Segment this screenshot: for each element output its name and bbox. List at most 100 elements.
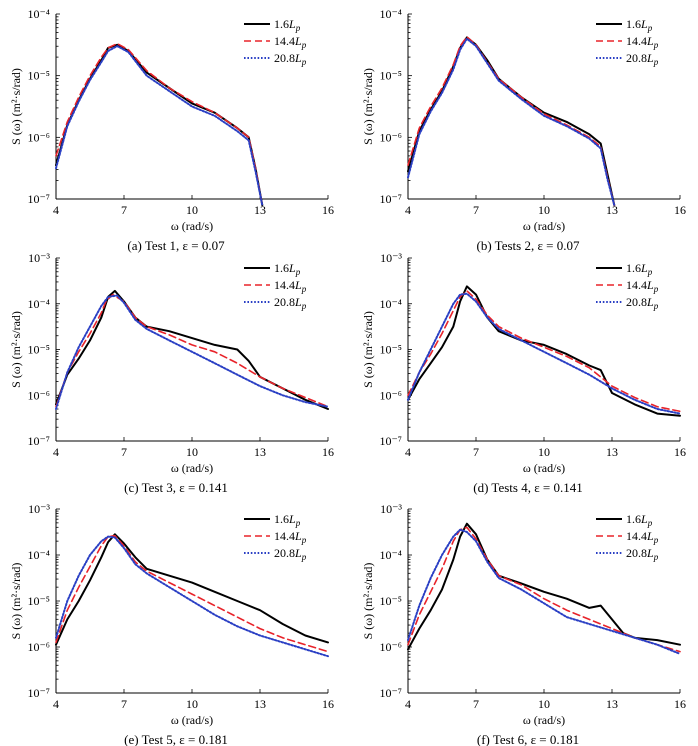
y-tick-label: 10⁻⁷ [27, 686, 50, 700]
y-tick-label: 10⁻⁶ [27, 130, 50, 144]
y-tick-label: 10⁻³ [380, 251, 402, 265]
y-axis-label: S (ω) (m²·s/rad) [9, 311, 23, 388]
series-line-20_8Lp [407, 37, 616, 207]
x-tick-label: 7 [121, 697, 127, 711]
y-tick-label: 10⁻⁷ [379, 434, 402, 448]
x-tick-label: 7 [473, 445, 479, 459]
chart-panel: 4 7 10 13 16 10⁻⁷ 10⁻⁶ 10⁻⁵ 10⁻⁴ 10⁻³ S (ω) (m²·s/… [9, 502, 334, 746]
x-tick-label: 16 [322, 697, 334, 711]
legend-label: 20.8Lp [626, 546, 659, 562]
x-axis-label: ω (rad/s) [523, 461, 565, 475]
y-tick-label: 10⁻⁴ [27, 297, 50, 311]
series-line-20_8Lp [407, 528, 681, 655]
legend-label: 20.8Lp [626, 295, 659, 311]
y-tick-label: 10⁻⁵ [27, 343, 50, 357]
chart-caption: (b) Tests 2, ε = 0.07 [477, 238, 580, 253]
legend-label: 1.6Lp [626, 17, 653, 33]
x-tick-label: 10 [538, 445, 550, 459]
chart-caption: (e) Test 5, ε = 0.181 [124, 732, 228, 746]
x-tick-label: 7 [121, 203, 127, 217]
y-tick-label: 10⁻⁶ [379, 388, 402, 402]
x-tick-label: 16 [322, 445, 334, 459]
x-axis-label: ω (rad/s) [171, 461, 213, 475]
x-tick-label: 13 [606, 697, 618, 711]
y-axis-label: S (ω) (m²·s/rad) [9, 68, 23, 145]
legend-label: 1.6Lp [274, 17, 301, 33]
x-tick-label: 16 [674, 445, 686, 459]
y-tick-label: 10⁻⁶ [379, 130, 402, 144]
chart-panel: 4 7 10 13 16 10⁻⁷ 10⁻⁶ 10⁻⁵ 10⁻⁴ S (ω) (m²·s/rad)… [9, 7, 334, 253]
y-axis-label: S (ω) (m²·s/rad) [9, 563, 23, 640]
y-tick-label: 10⁻³ [28, 251, 50, 265]
y-tick-label: 10⁻⁷ [27, 192, 50, 206]
x-tick-label: 13 [254, 203, 266, 217]
y-tick-label: 10⁻⁵ [27, 594, 50, 608]
legend-label: 20.8Lp [274, 295, 307, 311]
x-tick-label: 7 [121, 445, 127, 459]
x-tick-label: 4 [53, 697, 59, 711]
legend-label: 14.4Lp [626, 34, 659, 50]
x-tick-label: 10 [186, 445, 198, 459]
x-tick-label: 7 [473, 203, 479, 217]
x-tick-label: 4 [405, 697, 411, 711]
y-tick-label: 10⁻⁵ [27, 69, 50, 83]
series-line-20_8Lp [55, 45, 264, 207]
y-tick-label: 10⁻³ [380, 502, 402, 516]
chart-panel: 4 7 10 13 16 10⁻⁷ 10⁻⁶ 10⁻⁵ 10⁻⁴ S (ω) (m²·s/rad)… [361, 7, 686, 253]
x-axis-label: ω (rad/s) [523, 219, 565, 233]
y-tick-label: 10⁻⁴ [379, 548, 402, 562]
chart-caption: (a) Test 1, ε = 0.07 [127, 238, 225, 253]
series-line-1_6Lp [407, 36, 616, 207]
y-tick-label: 10⁻⁶ [27, 388, 50, 402]
y-tick-label: 10⁻⁴ [379, 7, 402, 21]
y-axis-label: S (ω) (m²·s/rad) [361, 68, 375, 145]
legend-label: 14.4Lp [274, 529, 307, 545]
x-tick-label: 7 [473, 697, 479, 711]
x-tick-label: 10 [186, 697, 198, 711]
chart-panel: 4 7 10 13 16 10⁻⁷ 10⁻⁶ 10⁻⁵ 10⁻⁴ 10⁻³ S (ω) (m²·s/… [361, 502, 686, 746]
y-tick-label: 10⁻⁵ [379, 69, 402, 83]
legend-label: 14.4Lp [626, 529, 659, 545]
legend-label: 20.8Lp [626, 51, 659, 67]
y-tick-label: 10⁻⁶ [27, 640, 50, 654]
y-axis-label: S (ω) (m²·s/rad) [361, 563, 375, 640]
legend-label: 1.6Lp [274, 512, 301, 528]
series-line-14_4Lp [407, 290, 681, 413]
series-line-20_8Lp [55, 535, 329, 658]
y-tick-label: 10⁻⁷ [379, 686, 402, 700]
x-tick-label: 10 [538, 203, 550, 217]
legend-label: 20.8Lp [274, 51, 307, 67]
y-tick-label: 10⁻⁵ [379, 594, 402, 608]
x-tick-label: 16 [674, 203, 686, 217]
legend-label: 14.4Lp [274, 278, 307, 294]
legend-label: 1.6Lp [626, 512, 653, 528]
x-tick-label: 10 [186, 203, 198, 217]
y-tick-label: 10⁻⁷ [27, 434, 50, 448]
series-line-1_6Lp [55, 533, 329, 646]
y-axis-label: S (ω) (m²·s/rad) [361, 311, 375, 388]
chart-caption: (d) Tests 4, ε = 0.141 [473, 480, 583, 495]
series-line-1_6Lp [407, 285, 681, 417]
series-line-20_8Lp [407, 292, 681, 415]
y-tick-label: 10⁻⁵ [379, 343, 402, 357]
series-line-1_6Lp [55, 43, 264, 207]
y-tick-label: 10⁻³ [28, 502, 50, 516]
series-line-14_4Lp [407, 35, 616, 206]
y-tick-label: 10⁻⁴ [27, 7, 50, 21]
legend-label: 20.8Lp [274, 546, 307, 562]
legend-label: 14.4Lp [274, 34, 307, 50]
series-line-14_4Lp [55, 293, 329, 408]
x-axis-label: ω (rad/s) [171, 219, 213, 233]
series-line-14_4Lp [407, 526, 681, 653]
y-tick-label: 10⁻⁷ [379, 192, 402, 206]
legend-label: 1.6Lp [274, 261, 301, 277]
x-tick-label: 4 [53, 445, 59, 459]
legend-label: 1.6Lp [626, 261, 653, 277]
series-line-20_8Lp [55, 294, 329, 410]
x-tick-label: 13 [254, 445, 266, 459]
x-axis-label: ω (rad/s) [171, 713, 213, 727]
y-tick-label: 10⁻⁶ [379, 640, 402, 654]
series-line-14_4Lp [55, 42, 264, 206]
x-tick-label: 4 [53, 203, 59, 217]
